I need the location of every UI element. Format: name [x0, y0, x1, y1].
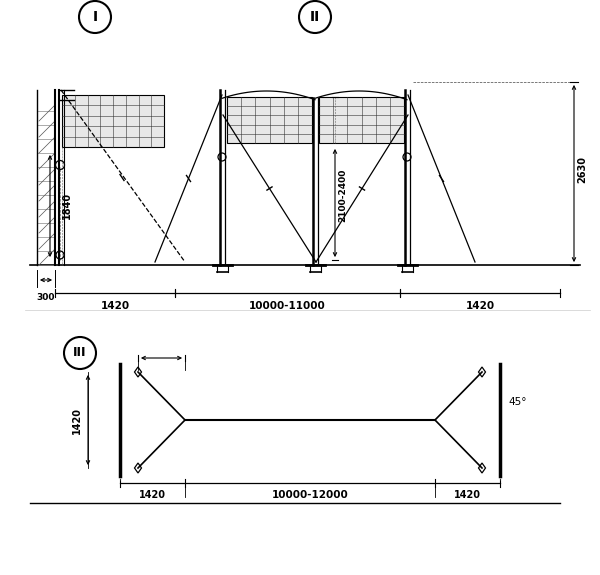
Text: 1840: 1840 — [62, 191, 72, 218]
Bar — [62, 95, 164, 147]
Text: 2100-2400: 2100-2400 — [338, 168, 347, 222]
Bar — [227, 97, 312, 143]
Text: 10000-12000: 10000-12000 — [272, 490, 349, 500]
Text: 45°: 45° — [508, 397, 527, 407]
Text: II: II — [310, 10, 320, 24]
Text: 1420: 1420 — [454, 490, 481, 500]
Text: 1420: 1420 — [72, 407, 82, 434]
Text: 2630: 2630 — [577, 156, 587, 183]
Text: 1420: 1420 — [139, 490, 166, 500]
Text: 1420: 1420 — [466, 301, 494, 311]
Text: I: I — [92, 10, 98, 24]
Text: 1420: 1420 — [100, 301, 130, 311]
Text: 300: 300 — [37, 293, 55, 302]
Text: 10000-11000: 10000-11000 — [249, 301, 326, 311]
Bar — [319, 97, 404, 143]
Text: III: III — [73, 347, 87, 359]
